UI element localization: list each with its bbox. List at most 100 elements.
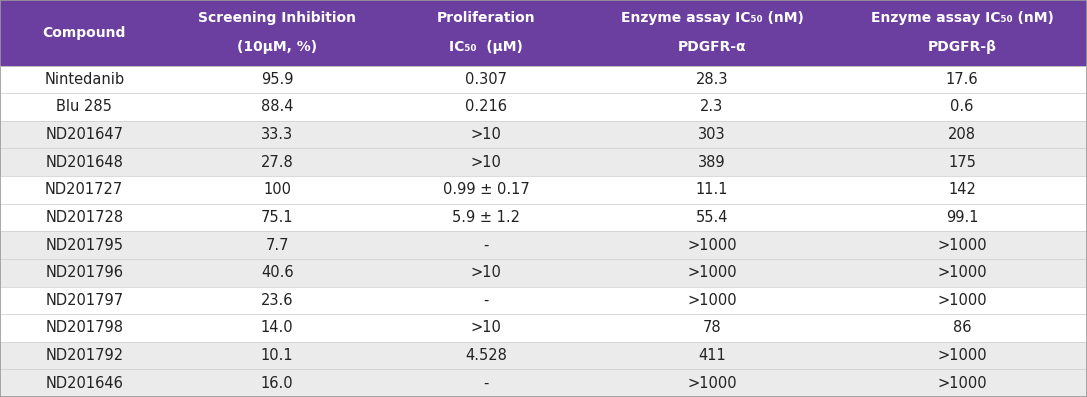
Bar — [386, 231, 587, 259]
Bar — [0, 204, 168, 231]
Text: 86: 86 — [952, 320, 972, 335]
Text: >1000: >1000 — [687, 265, 737, 280]
Bar — [0, 314, 168, 342]
Text: -: - — [484, 376, 489, 391]
Text: Proliferation: Proliferation — [437, 12, 536, 25]
Text: 303: 303 — [698, 127, 726, 142]
Bar — [168, 342, 386, 369]
Bar — [168, 204, 386, 231]
Text: IC₅₀  (μM): IC₅₀ (μM) — [450, 40, 523, 54]
Text: ND201647: ND201647 — [46, 127, 123, 142]
Text: 33.3: 33.3 — [261, 127, 293, 142]
Bar — [837, 342, 1087, 369]
Bar — [587, 314, 837, 342]
Text: 0.6: 0.6 — [950, 99, 974, 114]
Bar — [386, 176, 587, 204]
Text: Nintedanib: Nintedanib — [45, 72, 124, 87]
Text: >10: >10 — [471, 127, 502, 142]
Text: 17.6: 17.6 — [946, 72, 978, 87]
Bar — [386, 314, 587, 342]
Bar — [386, 66, 587, 93]
Text: 14.0: 14.0 — [261, 320, 293, 335]
Bar — [386, 259, 587, 287]
Text: Enzyme assay IC₅₀ (nM): Enzyme assay IC₅₀ (nM) — [621, 12, 803, 25]
Bar — [0, 342, 168, 369]
Text: >1000: >1000 — [937, 348, 987, 363]
Text: 411: 411 — [698, 348, 726, 363]
Text: >1000: >1000 — [687, 376, 737, 391]
Text: 16.0: 16.0 — [261, 376, 293, 391]
Text: ND201797: ND201797 — [46, 293, 123, 308]
Text: 2.3: 2.3 — [700, 99, 724, 114]
Text: (10μM, %): (10μM, %) — [237, 40, 317, 54]
Bar — [837, 204, 1087, 231]
Bar — [168, 148, 386, 176]
Bar — [0, 287, 168, 314]
Bar — [837, 314, 1087, 342]
Bar — [837, 66, 1087, 93]
Text: 208: 208 — [948, 127, 976, 142]
Text: 23.6: 23.6 — [261, 293, 293, 308]
Text: 27.8: 27.8 — [261, 155, 293, 170]
Text: ND201798: ND201798 — [46, 320, 123, 335]
Text: 0.99 ± 0.17: 0.99 ± 0.17 — [443, 182, 529, 197]
Bar — [386, 0, 587, 66]
Bar — [386, 342, 587, 369]
Bar — [587, 66, 837, 93]
Bar — [587, 0, 837, 66]
Bar — [0, 121, 168, 148]
Bar — [386, 287, 587, 314]
Bar — [837, 259, 1087, 287]
Text: ND201646: ND201646 — [46, 376, 123, 391]
Bar — [837, 176, 1087, 204]
Text: >1000: >1000 — [937, 376, 987, 391]
Bar — [587, 342, 837, 369]
Text: >1000: >1000 — [937, 265, 987, 280]
Text: >1000: >1000 — [937, 237, 987, 252]
Bar — [386, 121, 587, 148]
Text: 7.7: 7.7 — [265, 237, 289, 252]
Bar — [168, 93, 386, 121]
Bar — [587, 93, 837, 121]
Text: 95.9: 95.9 — [261, 72, 293, 87]
Text: 175: 175 — [948, 155, 976, 170]
Text: PDGFR-β: PDGFR-β — [927, 40, 997, 54]
Text: Blu 285: Blu 285 — [57, 99, 112, 114]
Text: 4.528: 4.528 — [465, 348, 508, 363]
Bar — [0, 231, 168, 259]
Text: -: - — [484, 293, 489, 308]
Bar — [837, 369, 1087, 397]
Bar — [168, 231, 386, 259]
Bar — [837, 287, 1087, 314]
Text: 0.216: 0.216 — [465, 99, 508, 114]
Bar — [0, 0, 168, 66]
Bar — [587, 369, 837, 397]
Bar — [168, 287, 386, 314]
Bar — [168, 121, 386, 148]
Text: 100: 100 — [263, 182, 291, 197]
Text: 28.3: 28.3 — [696, 72, 728, 87]
Text: 389: 389 — [698, 155, 726, 170]
Text: >1000: >1000 — [687, 293, 737, 308]
Text: 0.307: 0.307 — [465, 72, 508, 87]
Text: 88.4: 88.4 — [261, 99, 293, 114]
Bar — [386, 369, 587, 397]
Bar — [0, 259, 168, 287]
Text: >10: >10 — [471, 320, 502, 335]
Text: ND201796: ND201796 — [46, 265, 123, 280]
Text: >1000: >1000 — [687, 237, 737, 252]
Bar — [0, 176, 168, 204]
Bar — [386, 204, 587, 231]
Bar — [386, 93, 587, 121]
Text: ND201792: ND201792 — [46, 348, 123, 363]
Text: >1000: >1000 — [937, 293, 987, 308]
Bar — [0, 369, 168, 397]
Bar — [837, 148, 1087, 176]
Bar — [168, 369, 386, 397]
Bar — [168, 0, 386, 66]
Bar — [837, 93, 1087, 121]
Bar — [837, 0, 1087, 66]
Bar — [168, 314, 386, 342]
Text: 55.4: 55.4 — [696, 210, 728, 225]
Text: PDGFR-α: PDGFR-α — [677, 40, 747, 54]
